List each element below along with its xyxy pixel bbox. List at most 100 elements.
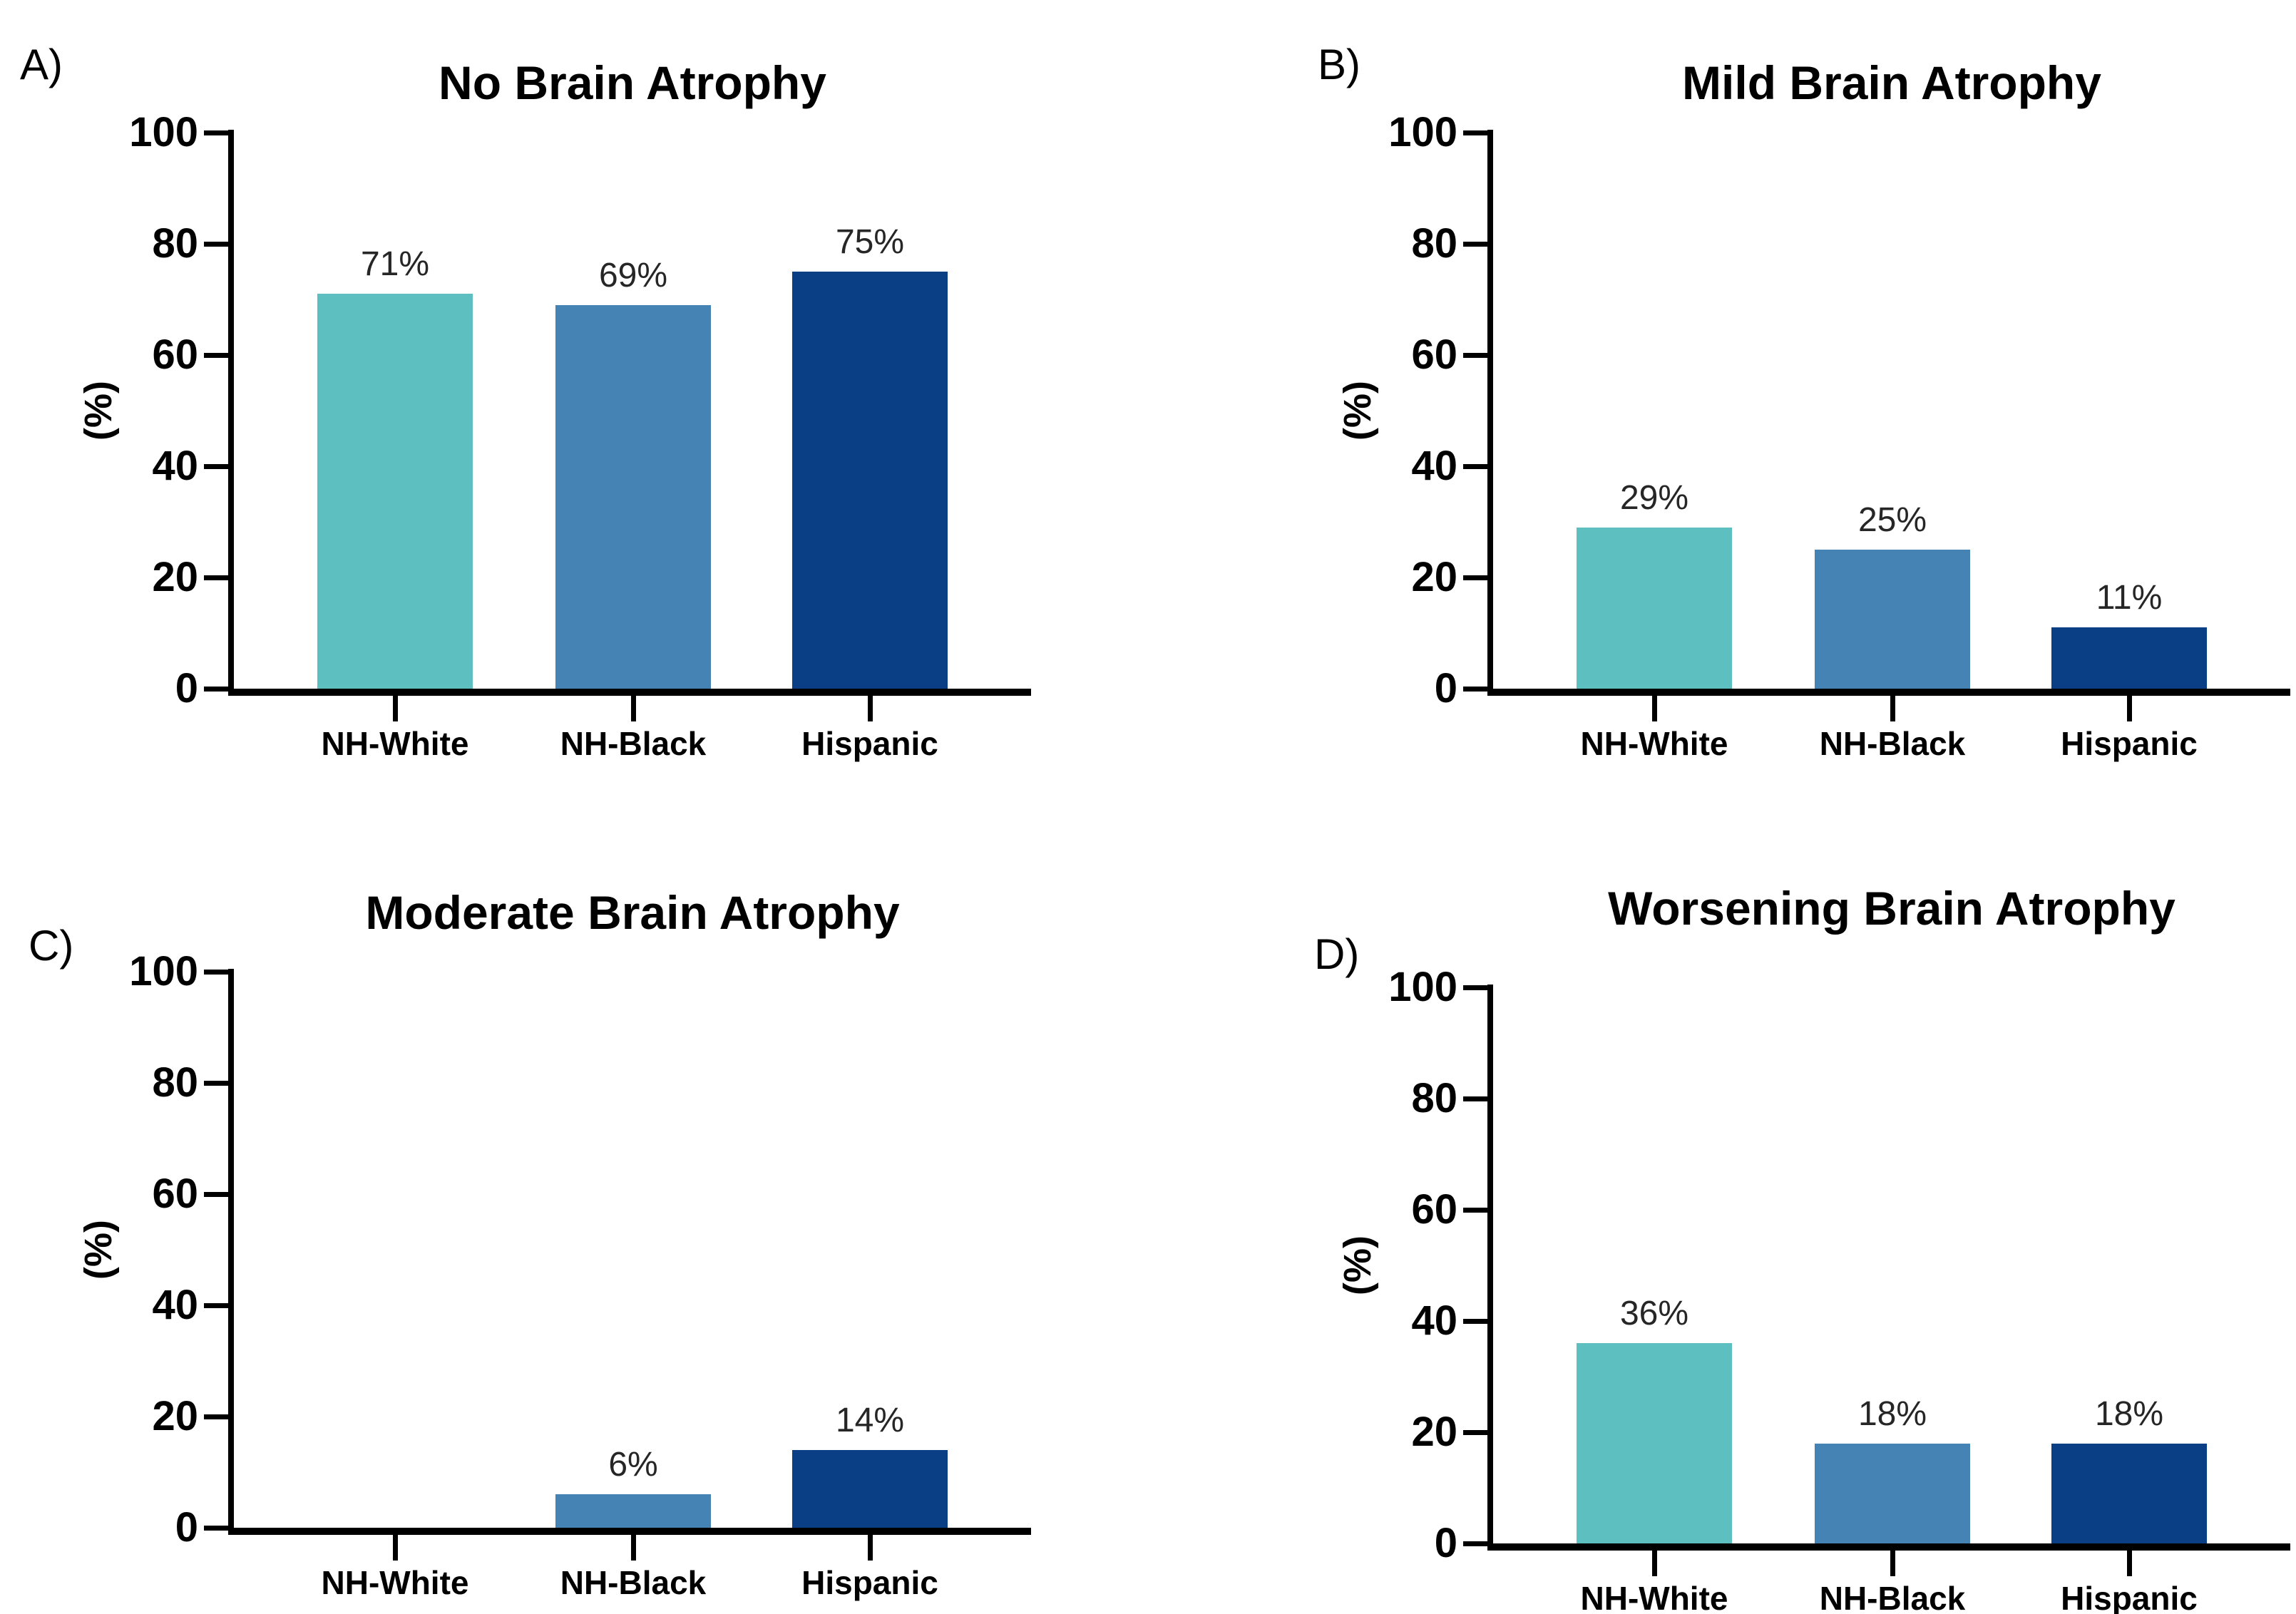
panel-letter-c: C) <box>29 922 74 970</box>
chart-title: No Brain Atrophy <box>439 56 826 109</box>
bar-value-label: 14% <box>835 1401 905 1439</box>
y-axis-tick <box>204 575 228 580</box>
y-axis-tick <box>1463 1096 1487 1101</box>
chart-title: Mild Brain Atrophy <box>1682 56 2101 109</box>
y-axis-tick <box>204 969 228 975</box>
x-axis-tick <box>1651 1549 1657 1576</box>
bar-hispanic <box>2051 1443 2207 1543</box>
panel-letter-b: B) <box>1318 41 1360 88</box>
y-axis-label: (%) <box>1336 1235 1379 1295</box>
x-axis-tick <box>1651 694 1657 721</box>
y-axis-tick <box>1463 1207 1487 1213</box>
y-tick-label: 0 <box>1434 1520 1457 1566</box>
plot-area: (%) 0 20 40 60 80 100 71% NH-White 69% NH-Black 75… <box>77 109 1031 762</box>
y-tick-label: 40 <box>152 1282 198 1328</box>
x-category-label: NH-Black <box>1819 725 1966 762</box>
y-tick-label: 60 <box>1411 1186 1457 1233</box>
panel-mild-brain-atrophy: B) Mild Brain Atrophy (%) 0 20 40 60 80 100 29… <box>1148 0 2296 807</box>
x-axis-line <box>1487 689 2290 696</box>
bar-hispanic <box>2051 627 2207 689</box>
x-category-label: Hispanic <box>2061 1580 2198 1614</box>
y-axis-tick <box>1463 575 1487 580</box>
y-axis-tick <box>204 1525 228 1531</box>
y-axis-tick <box>204 1191 228 1197</box>
y-axis-tick <box>204 241 228 247</box>
y-axis-tick <box>1463 352 1487 358</box>
plot-area: (%) 0 20 40 60 80 100 NH-White 6% NH-Black 14% His… <box>77 948 1031 1601</box>
x-category-label: Hispanic <box>2061 725 2198 762</box>
y-tick-label: 60 <box>1411 331 1457 378</box>
bar-nh-black <box>1815 550 1970 689</box>
y-tick-label: 80 <box>152 1059 198 1106</box>
bar-value-label: 18% <box>2094 1394 2164 1433</box>
x-category-label: NH-White <box>321 1564 469 1601</box>
x-axis-tick <box>867 694 873 721</box>
bar-nh-white <box>1577 1343 1732 1543</box>
y-axis-tick <box>204 1302 228 1308</box>
panel-letter-d: D) <box>1314 930 1360 978</box>
x-axis-tick <box>2126 694 2132 721</box>
x-category-label: NH-White <box>1580 725 1728 762</box>
y-axis-line <box>228 969 234 1531</box>
y-tick-label: 40 <box>1411 443 1457 489</box>
bar-value-label: 25% <box>1857 501 1927 539</box>
panel-no-brain-atrophy: A) No Brain Atrophy (%) 0 20 40 60 80 100 71% N… <box>0 0 1148 807</box>
plot-area: (%) 0 20 40 60 80 100 36% NH-White 18% NH-Black 18… <box>1336 964 2290 1614</box>
y-axis-label: (%) <box>77 1220 120 1280</box>
bar-value-label: 6% <box>608 1446 658 1484</box>
y-axis-label: (%) <box>1336 381 1379 441</box>
y-axis-tick <box>1463 1318 1487 1324</box>
y-axis-tick <box>204 686 228 692</box>
x-axis-tick <box>2126 1549 2132 1576</box>
x-axis-line <box>228 1528 1031 1535</box>
y-axis-line <box>228 130 234 692</box>
x-category-label: NH-White <box>321 725 469 762</box>
y-tick-label: 80 <box>1411 220 1457 267</box>
y-tick-label: 100 <box>1388 109 1457 155</box>
chart-title: Moderate Brain Atrophy <box>365 886 900 939</box>
y-tick-label: 20 <box>1411 1409 1457 1455</box>
chart-title: Worsening Brain Atrophy <box>1608 882 2175 935</box>
panel-moderate-brain-atrophy: C) Moderate Brain Atrophy (%) 0 20 40 60 80 1… <box>0 807 1148 1614</box>
y-tick-label: 20 <box>152 1393 198 1439</box>
y-tick-label: 100 <box>129 109 198 155</box>
x-axis-tick <box>867 1533 873 1561</box>
x-axis-tick <box>392 1533 398 1561</box>
bar-nh-white <box>317 294 473 689</box>
y-tick-label: 20 <box>152 554 198 600</box>
x-axis-tick <box>630 1533 636 1561</box>
y-axis-tick <box>1463 1541 1487 1546</box>
x-category-label: Hispanic <box>801 725 938 762</box>
x-axis-tick <box>1890 694 1895 721</box>
x-category-label: NH-Black <box>560 1564 707 1601</box>
y-tick-label: 60 <box>152 1171 198 1217</box>
bar-value-label: 71% <box>360 245 430 284</box>
y-axis-line <box>1487 130 1493 692</box>
bar-value-label: 69% <box>598 256 668 294</box>
y-axis-tick <box>1463 130 1487 135</box>
y-axis-line <box>1487 985 1493 1547</box>
y-axis-tick <box>204 130 228 135</box>
y-tick-label: 80 <box>152 220 198 267</box>
y-axis-tick <box>1463 1429 1487 1435</box>
y-tick-label: 60 <box>152 331 198 378</box>
bar-nh-black <box>1815 1443 1970 1543</box>
bar-value-label: 11% <box>2096 579 2163 617</box>
panel-worsening-brain-atrophy: D) Worsening Brain Atrophy (%) 0 20 40 60 80… <box>1148 807 2296 1614</box>
panel-letter-a: A) <box>20 41 63 88</box>
bar-value-label: 29% <box>1619 478 1689 517</box>
y-axis-tick <box>204 1414 228 1419</box>
y-axis-tick <box>1463 463 1487 469</box>
bar-nh-white <box>1577 527 1732 689</box>
x-category-label: Hispanic <box>801 1564 938 1601</box>
bar-hispanic <box>792 1449 948 1528</box>
y-axis-tick <box>204 352 228 358</box>
bar-value-label: 75% <box>835 223 905 261</box>
x-axis-line <box>228 689 1031 696</box>
y-axis-tick <box>1463 241 1487 247</box>
x-category-label: NH-Black <box>560 725 707 762</box>
bar-hispanic <box>792 272 948 689</box>
x-category-label: NH-Black <box>1819 1580 1966 1614</box>
y-tick-label: 100 <box>1388 964 1457 1010</box>
